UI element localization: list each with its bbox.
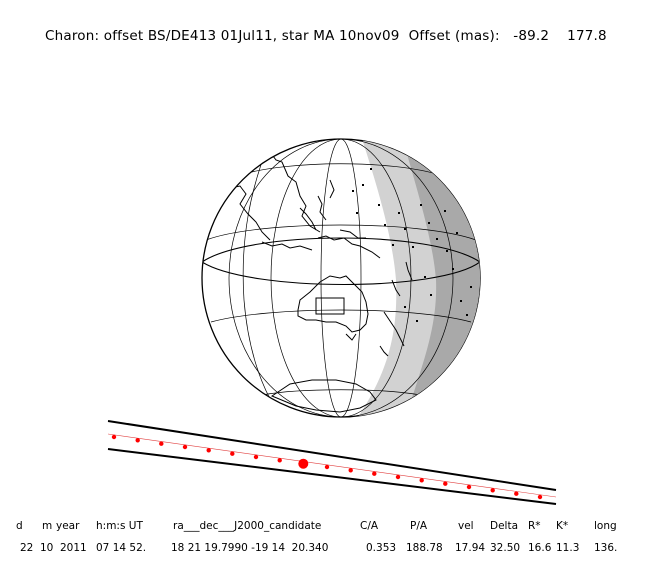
track-point — [395, 474, 401, 480]
island-dot — [430, 294, 432, 296]
plot-title: Charon: offset BS/DE413 01Jul11, star MA… — [36, 12, 607, 44]
island-dot — [456, 232, 458, 234]
australia-outline — [297, 275, 369, 341]
event-table: d m year h:m:s UT ra___dec___J2000_candi… — [0, 510, 646, 560]
value-year: 2011 — [60, 542, 87, 554]
col-header-time: h:m:s UT — [96, 520, 143, 532]
track-point — [514, 491, 519, 496]
island-dot — [398, 212, 400, 214]
col-header-kstar: K* — [556, 520, 569, 532]
offset-label: Offset (mas): — [408, 28, 500, 44]
value-rstar: 16.6 — [528, 542, 552, 554]
title-text: Charon: offset BS/DE413 01Jul11, star MA… — [44, 28, 400, 44]
track-point — [159, 441, 164, 446]
track-points — [111, 434, 543, 500]
island-dot — [416, 320, 418, 322]
offset-x-value: -89.2 — [513, 28, 550, 44]
island-dot — [356, 212, 358, 214]
island-dot — [392, 244, 394, 246]
col-header-radec: ra___dec___J2000_candidate — [173, 520, 322, 532]
shadow-path-south-edge — [107, 448, 557, 505]
island-dot — [470, 286, 472, 288]
island-dot — [466, 314, 468, 316]
col-header-m: m — [42, 520, 53, 532]
track-point — [111, 434, 117, 440]
value-vel: 17.94 — [455, 542, 486, 554]
col-header-d: d — [16, 520, 23, 532]
island-dot — [424, 276, 426, 278]
value-radec: 18 21 19.7990 -19 14 20.340 — [171, 542, 329, 554]
asia-coastline — [229, 149, 381, 259]
closest-approach-point — [298, 458, 309, 469]
centre-line — [107, 433, 557, 498]
island-dot — [428, 222, 430, 224]
col-header-rstar: R* — [528, 520, 541, 532]
track-point — [537, 494, 543, 500]
island-dot — [370, 168, 372, 170]
island-dot — [420, 204, 422, 206]
track-point — [182, 444, 188, 450]
island-dot — [412, 246, 414, 248]
col-header-delta: Delta — [490, 520, 519, 532]
track-point — [324, 464, 330, 470]
track-point — [443, 481, 448, 486]
value-pa: 188.78 — [406, 542, 443, 554]
island-dot — [384, 224, 386, 226]
track-point — [277, 458, 282, 463]
offset-y-value: 177.8 — [567, 28, 607, 44]
value-long: 136. — [594, 542, 618, 554]
value-d: 22 — [20, 542, 34, 554]
island-dots — [352, 168, 472, 322]
col-header-vel: vel — [458, 520, 474, 532]
track-point — [466, 484, 472, 490]
track-point — [135, 438, 140, 443]
track-point — [253, 454, 259, 460]
track-point — [230, 451, 235, 456]
antarctica-outline — [270, 379, 377, 413]
island-dot — [404, 306, 406, 308]
island-dot — [362, 184, 364, 186]
island-dot — [436, 238, 438, 240]
island-dot — [446, 250, 448, 252]
shadow-path-north-edge — [107, 420, 557, 491]
track-point — [372, 471, 377, 476]
value-ca: 0.353 — [366, 542, 397, 554]
value-delta: 32.50 — [490, 542, 521, 554]
track-point — [419, 478, 424, 483]
island-dot — [378, 204, 380, 206]
pacific-islands — [379, 261, 413, 357]
value-m: 10 — [40, 542, 54, 554]
track-point — [206, 448, 211, 453]
equator-line — [202, 237, 480, 286]
col-header-ca: C/A — [360, 520, 379, 532]
col-header-year: year — [56, 520, 80, 532]
island-dot — [352, 190, 354, 192]
col-header-pa: P/A — [410, 520, 428, 532]
value-kstar: 11.3 — [556, 542, 580, 554]
col-header-long: long — [594, 520, 617, 532]
island-dot — [404, 228, 406, 230]
track-point — [490, 488, 495, 493]
value-time: 07 14 52. — [96, 542, 147, 554]
island-dot — [460, 300, 462, 302]
track-point — [348, 468, 353, 473]
island-dot — [444, 210, 446, 212]
island-dot — [452, 268, 454, 270]
